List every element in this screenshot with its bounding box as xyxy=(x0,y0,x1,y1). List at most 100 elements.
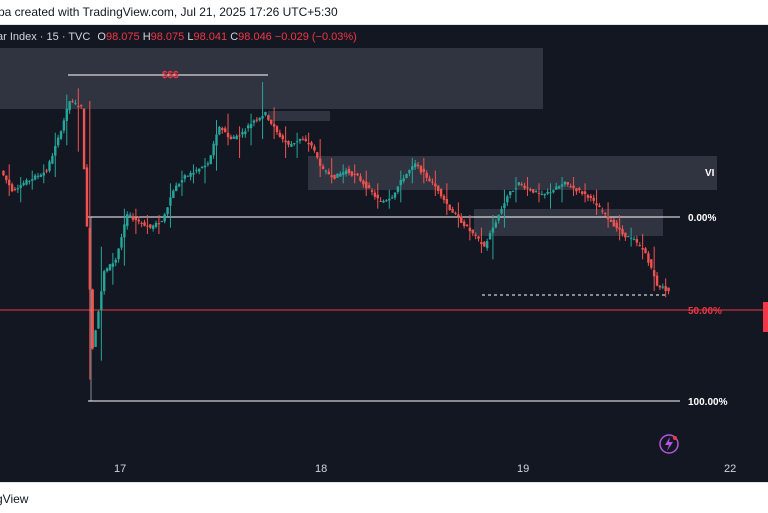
candle-body-130 xyxy=(376,194,379,199)
candle-body-184 xyxy=(532,189,535,193)
lightning-icon[interactable] xyxy=(659,434,679,454)
candle-body-193 xyxy=(557,186,561,189)
close-key: C xyxy=(230,31,239,43)
candle-body-82 xyxy=(238,135,241,137)
candle-body-94 xyxy=(272,123,276,127)
candle-body-80 xyxy=(232,136,235,139)
candle-body-75 xyxy=(218,126,221,135)
candle-body-45 xyxy=(131,216,135,220)
candle-body-73 xyxy=(212,143,215,156)
candle-body-131 xyxy=(379,200,382,202)
candle-body-185 xyxy=(534,191,538,193)
candle-body-70 xyxy=(203,165,207,168)
candle-body-105 xyxy=(304,138,307,142)
candle-body-65 xyxy=(189,172,192,177)
candle-body-114 xyxy=(330,175,333,178)
candle-body-211 xyxy=(609,220,613,222)
candle-body-225 xyxy=(650,259,653,268)
price-chart[interactable]: $$$ 0.00% 50.00% 100.00% VI 17 18 19 22 xyxy=(0,24,768,482)
candle-body-133 xyxy=(385,200,388,202)
candle-body-60 xyxy=(174,185,178,192)
candle-body-127 xyxy=(367,185,371,188)
candle-body-195 xyxy=(563,181,567,185)
candle-body-33 xyxy=(97,311,100,329)
candle-body-153 xyxy=(442,195,446,200)
high-value: 98.075 xyxy=(150,31,185,43)
candle-body-180 xyxy=(520,184,523,186)
candle-body-213 xyxy=(615,222,618,229)
candle-body-30 xyxy=(88,227,92,290)
candle-body-48 xyxy=(140,223,143,225)
candle-body-62 xyxy=(180,180,184,183)
candle-body-200 xyxy=(578,188,581,191)
symbol-label[interactable]: ar Index · 15 · TVC xyxy=(0,31,91,43)
candle-body-31 xyxy=(91,289,94,349)
candles xyxy=(2,82,670,380)
candle-body-224 xyxy=(647,253,650,263)
candle-body-231 xyxy=(667,287,670,292)
candle-body-138 xyxy=(399,180,402,186)
candle-body-113 xyxy=(327,171,331,175)
candle-body-78 xyxy=(226,132,230,138)
candle-body-84 xyxy=(244,131,247,134)
candle-body-132 xyxy=(382,200,385,203)
candle-body-46 xyxy=(134,217,138,221)
candle-body-38 xyxy=(111,263,115,267)
candle-body-6 xyxy=(19,185,22,188)
candle-body-32 xyxy=(94,330,97,347)
candle-body-183 xyxy=(529,189,532,191)
candle-body-66 xyxy=(192,172,195,175)
candle-body-143 xyxy=(413,163,417,168)
fib-label-0: 0.00% xyxy=(688,213,716,224)
candle-body-51 xyxy=(149,224,152,228)
candle-body-164 xyxy=(474,234,477,236)
candle-body-197 xyxy=(569,186,572,188)
candle-body-203 xyxy=(586,194,590,198)
candle-body-47 xyxy=(137,219,140,222)
candle-body-52 xyxy=(151,225,155,229)
candle-body-58 xyxy=(169,197,172,206)
fib-label-50: 50.00% xyxy=(688,306,722,317)
candle-body-49 xyxy=(143,222,146,226)
candle-body-119 xyxy=(344,170,348,175)
candle-body-188 xyxy=(543,193,546,196)
x-tick-18: 18 xyxy=(315,463,327,475)
candle-body-109 xyxy=(316,152,319,158)
candle-body-54 xyxy=(157,223,161,225)
candle-body-148 xyxy=(428,178,431,182)
candle-body-106 xyxy=(307,142,310,145)
candle-body-13 xyxy=(39,174,43,177)
candle-body-179 xyxy=(517,182,521,185)
candle-body-86 xyxy=(249,123,253,129)
candle-body-97 xyxy=(281,135,284,140)
candle-body-151 xyxy=(437,185,440,191)
bottom-bar: gView xyxy=(0,482,768,513)
candle-body-191 xyxy=(552,190,555,193)
open-key: O xyxy=(97,31,106,43)
candle-body-196 xyxy=(566,182,569,185)
candle-body-22 xyxy=(65,108,68,121)
low-key: L xyxy=(187,31,194,43)
candle-body-150 xyxy=(434,183,437,187)
candle-body-81 xyxy=(235,135,238,140)
candle-body-69 xyxy=(200,167,204,169)
candle-body-50 xyxy=(146,225,149,227)
ohlc-legend: ar Index · 15 · TVC O98.075 H98.075 L98.… xyxy=(0,31,357,43)
candle-body-74 xyxy=(215,134,218,146)
brand-label: gView xyxy=(0,492,29,506)
last-price-marker xyxy=(763,302,768,332)
candle-body-208 xyxy=(601,210,604,212)
candle-body-0 xyxy=(2,170,5,176)
candle-body-140 xyxy=(405,173,408,178)
fib-label-100: 100.00% xyxy=(688,397,728,408)
candle-body-149 xyxy=(431,181,434,183)
candle-body-104 xyxy=(301,139,305,141)
candle-body-27 xyxy=(79,105,83,107)
candle-body-194 xyxy=(560,184,564,187)
x-tick-22: 22 xyxy=(724,463,736,475)
candle-body-205 xyxy=(592,197,595,201)
candle-body-152 xyxy=(439,189,443,197)
candle-body-68 xyxy=(198,168,201,172)
candle-body-157 xyxy=(454,212,457,214)
candle-body-226 xyxy=(652,270,656,277)
